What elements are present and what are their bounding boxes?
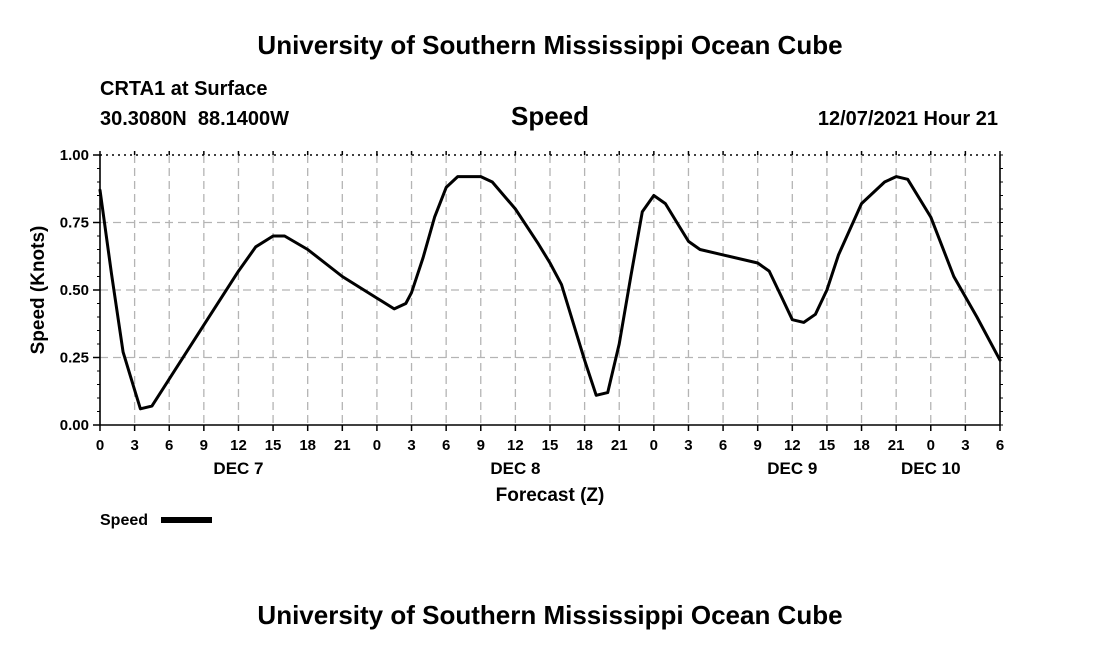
grid <box>100 155 1000 425</box>
y-tick-label: 0.25 <box>60 350 89 367</box>
y-axis-label: Speed (Knots) <box>28 226 49 355</box>
x-tick-label: 12 <box>784 437 801 454</box>
x-tick-label: 9 <box>477 437 485 454</box>
x-tick-label: 9 <box>754 437 762 454</box>
speed-series-line <box>98 175 1002 411</box>
x-tick-label: 15 <box>819 437 836 454</box>
x-tick-label: 18 <box>576 437 593 454</box>
chart-title: Speed <box>511 101 589 131</box>
x-tick-label: 0 <box>96 437 104 454</box>
x-day-label: DEC 7 <box>213 459 263 478</box>
x-tick-label: 18 <box>853 437 870 454</box>
x-tick-label: 6 <box>442 437 450 454</box>
y-tick-label: 0.50 <box>60 282 89 299</box>
x-axis-label: Forecast (Z) <box>496 485 605 506</box>
x-tick-label: 15 <box>542 437 559 454</box>
y-tick-label: 0.75 <box>60 215 89 232</box>
legend-label: Speed <box>100 512 148 529</box>
y-tick-label: 1.00 <box>60 147 89 164</box>
x-tick-label: 6 <box>719 437 727 454</box>
x-tick-label: 12 <box>507 437 524 454</box>
x-tick-label: 21 <box>888 437 905 454</box>
axes: 0 3 6 9 12 15 18 21 0 3 6 9 12 15 18 21 0 3 6 9 12 15 18 21 0 3 6 0… <box>60 147 1004 478</box>
series-layer <box>98 175 1002 411</box>
x-tick-label: 21 <box>334 437 351 454</box>
x-tick-label: 18 <box>299 437 316 454</box>
x-tick-label: 0 <box>650 437 658 454</box>
station-label: CRTA1 at Surface <box>100 78 267 100</box>
x-tick-label: 3 <box>130 437 138 454</box>
x-day-label: DEC 10 <box>901 459 961 478</box>
x-tick-label: 15 <box>265 437 282 454</box>
footer-title: University of Southern Mississippi Ocean… <box>257 600 842 630</box>
x-tick-label: 0 <box>927 437 935 454</box>
x-tick-label: 6 <box>165 437 173 454</box>
x-tick-label: 3 <box>961 437 969 454</box>
x-tick-label: 21 <box>611 437 628 454</box>
x-tick-label: 6 <box>996 437 1004 454</box>
coordinates-label: 30.3080N 88.1400W <box>100 108 289 130</box>
x-tick-label: 3 <box>684 437 692 454</box>
legend: Speed <box>100 512 212 529</box>
legend-swatch <box>161 517 212 523</box>
y-tick-label: 0.00 <box>60 417 89 434</box>
x-day-label: DEC 8 <box>490 459 540 478</box>
report-title: University of Southern Mississippi Ocean… <box>257 30 842 60</box>
x-day-label: DEC 9 <box>767 459 817 478</box>
x-tick-label: 3 <box>407 437 415 454</box>
x-tick-label: 0 <box>373 437 381 454</box>
x-tick-label: 9 <box>200 437 208 454</box>
forecast-timestamp: 12/07/2021 Hour 21 <box>818 108 998 130</box>
x-tick-label: 12 <box>230 437 247 454</box>
